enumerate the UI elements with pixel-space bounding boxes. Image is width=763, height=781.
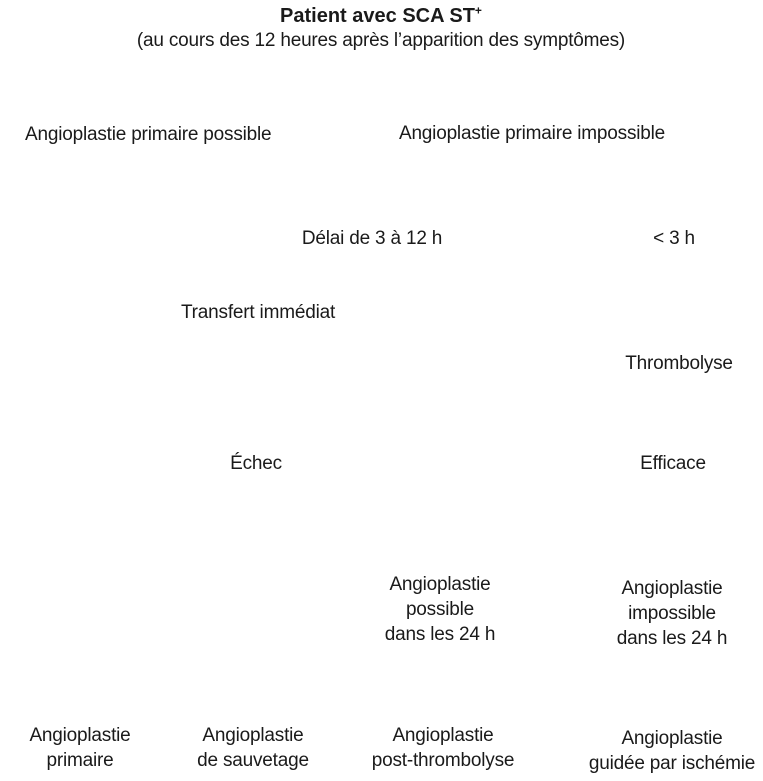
- outcome-line: Angioplastie: [202, 725, 304, 746]
- outcome-line: post-thrombolyse: [371, 750, 515, 771]
- node-angioplasty-impossible-24h: Angioplastie impossible dans les 24 h: [616, 576, 728, 651]
- outcome-line: Angioplastie: [29, 725, 131, 746]
- node-line: dans les 24 h: [384, 624, 496, 645]
- outcome-ischemia-guided-angioplasty: Angioplastie guidée par ischémie: [589, 726, 755, 776]
- node-delay-3-12h: Délai de 3 à 12 h: [301, 228, 443, 249]
- node-effective: Efficace: [640, 453, 706, 474]
- outcome-rescue-angioplasty: Angioplastie de sauvetage: [197, 723, 309, 773]
- node-angioplasty-possible-24h: Angioplastie possible dans les 24 h: [384, 572, 496, 647]
- title-main: Patient avec SCA ST+: [280, 3, 482, 27]
- node-line: dans les 24 h: [616, 628, 728, 649]
- node-line: Angioplastie: [389, 574, 491, 595]
- outcome-primary-angioplasty: Angioplastie primaire: [29, 723, 130, 773]
- node-line: possible: [405, 599, 475, 620]
- outcome-line: Angioplastie: [621, 728, 723, 749]
- node-line: impossible: [628, 603, 716, 624]
- node-failure: Échec: [230, 453, 282, 474]
- node-thrombolysis: Thrombolyse: [625, 353, 733, 374]
- title-subtitle: (au cours des 12 heures après l’appariti…: [136, 30, 626, 51]
- outcome-line: guidée par ischémie: [588, 753, 756, 774]
- outcome-line: de sauvetage: [197, 750, 309, 771]
- title-superscript: +: [474, 3, 482, 18]
- node-primary-angioplasty-impossible: Angioplastie primaire impossible: [398, 123, 666, 144]
- outcome-post-thrombolysis-angioplasty: Angioplastie post-thrombolyse: [372, 723, 515, 773]
- node-line: Angioplastie: [621, 578, 723, 599]
- outcome-line: Angioplastie: [392, 725, 494, 746]
- diagram-title: Patient avec SCA ST+ (au cours des 12 he…: [137, 4, 625, 54]
- node-immediate-transfer: Transfert immédiat: [180, 302, 336, 323]
- outcome-line: primaire: [46, 750, 114, 771]
- node-primary-angioplasty-possible: Angioplastie primaire possible: [25, 124, 272, 145]
- node-under-3h: < 3 h: [653, 228, 695, 249]
